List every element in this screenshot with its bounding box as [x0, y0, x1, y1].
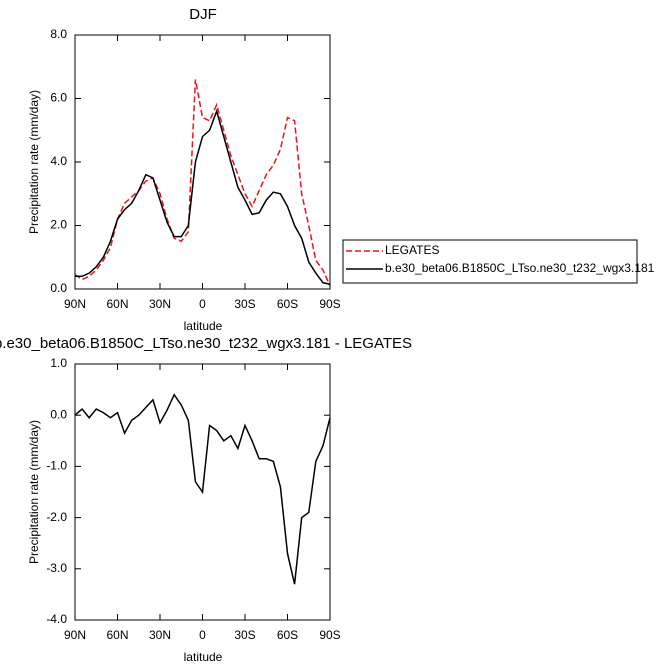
plot-frame: [74, 34, 331, 290]
chart-title: b.e30_beta06.B1850C_LTso.ne30_t232_wgx3.…: [0, 335, 412, 352]
data-line: [74, 79, 331, 287]
x-tick-label: 60S: [277, 297, 298, 311]
x-tick-label: 90N: [64, 297, 86, 311]
x-tick-label: 30S: [234, 297, 255, 311]
data-line: [75, 108, 331, 285]
y-tick-label: 8.0: [50, 27, 67, 41]
x-tick-label: 0: [199, 628, 206, 642]
y-tick-label: 0.0: [50, 281, 67, 295]
chart-title: DJF: [189, 6, 217, 23]
y-axis-label: Precipitation rate (mm/day): [27, 420, 41, 564]
x-tick-label: 30N: [149, 297, 171, 311]
y-tick-label: 6.0: [50, 91, 67, 105]
y-tick-label: -1.0: [46, 459, 67, 473]
x-tick-label: 60N: [106, 297, 128, 311]
y-tick-label: -3.0: [46, 561, 67, 575]
y-tick-label: -4.0: [46, 612, 67, 626]
x-axis-label: latitude: [184, 319, 223, 333]
legend-label: b.e30_beta06.B1850C_LTso.ne30_t232_wgx3.…: [385, 261, 655, 275]
x-tick-label: 30S: [234, 628, 255, 642]
x-tick-label: 60N: [106, 628, 128, 642]
x-tick-label: 0: [199, 297, 206, 311]
plot-frame: [74, 363, 331, 621]
x-tick-label: 90N: [64, 628, 86, 642]
y-tick-label: 2.0: [50, 218, 67, 232]
y-tick-label: -2.0: [46, 510, 67, 524]
y-axis-label: Precipitation rate (mm/day): [27, 90, 41, 234]
y-tick-label: 0.0: [50, 407, 67, 421]
x-axis-label: latitude: [184, 650, 223, 664]
x-tick-label: 90S: [319, 628, 340, 642]
x-tick-label: 90S: [319, 297, 340, 311]
x-tick-label: 60S: [277, 628, 298, 642]
y-tick-label: 1.0: [50, 356, 67, 370]
legend-box: [342, 239, 638, 284]
y-tick-label: 4.0: [50, 154, 67, 168]
x-tick-label: 30N: [149, 628, 171, 642]
legend-label: LEGATES: [385, 243, 439, 257]
data-line: [74, 393, 331, 585]
